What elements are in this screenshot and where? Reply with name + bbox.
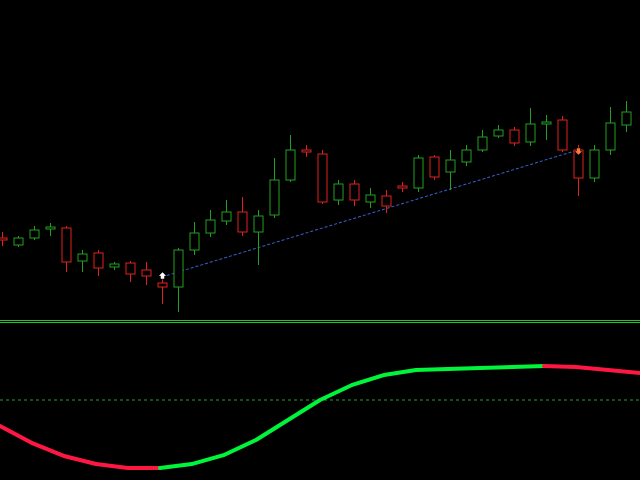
candle-body: [621, 111, 632, 126]
candle-body: [205, 219, 216, 234]
candle-body: [589, 149, 600, 179]
signal-arrow: [573, 147, 584, 156]
candle-body: [557, 119, 568, 151]
candle-body: [269, 179, 280, 216]
candle-body: [13, 237, 24, 246]
candle-body: [381, 195, 392, 207]
candle-body: [125, 262, 136, 275]
candle-body: [605, 122, 616, 151]
candle-body: [61, 227, 72, 263]
candle-body: [493, 129, 504, 137]
candle-body: [189, 232, 200, 251]
candle-body: [221, 211, 232, 222]
indicator-line: [0, 424, 162, 470]
candle-body: [0, 237, 8, 241]
candle-body: [477, 136, 488, 151]
candle-body: [253, 215, 264, 233]
candle-body: [461, 149, 472, 163]
candle-body: [429, 156, 440, 178]
candle-body: [525, 123, 536, 143]
candle-body: [237, 211, 248, 233]
candle-body: [285, 149, 296, 181]
candle-body: [141, 269, 152, 277]
candle-body: [301, 149, 312, 153]
indicator-line: [542, 364, 640, 375]
candle-body: [77, 253, 88, 262]
candle-body: [29, 229, 40, 239]
candle-body: [509, 129, 520, 144]
signal-arrow: [157, 271, 168, 280]
candle-body: [333, 183, 344, 201]
candle-body: [173, 249, 184, 288]
candle-body: [93, 252, 104, 269]
candle-body: [157, 282, 168, 288]
candle-body: [413, 157, 424, 189]
indicator-line: [158, 364, 546, 470]
trendline: [161, 149, 579, 278]
candle-body: [349, 183, 360, 201]
candle-body: [445, 159, 456, 173]
candle-body: [45, 226, 56, 230]
candle-body: [397, 185, 408, 189]
candle-body: [365, 194, 376, 203]
candle-body: [317, 153, 328, 203]
candle-body: [541, 121, 552, 125]
candle-body: [109, 263, 120, 268]
